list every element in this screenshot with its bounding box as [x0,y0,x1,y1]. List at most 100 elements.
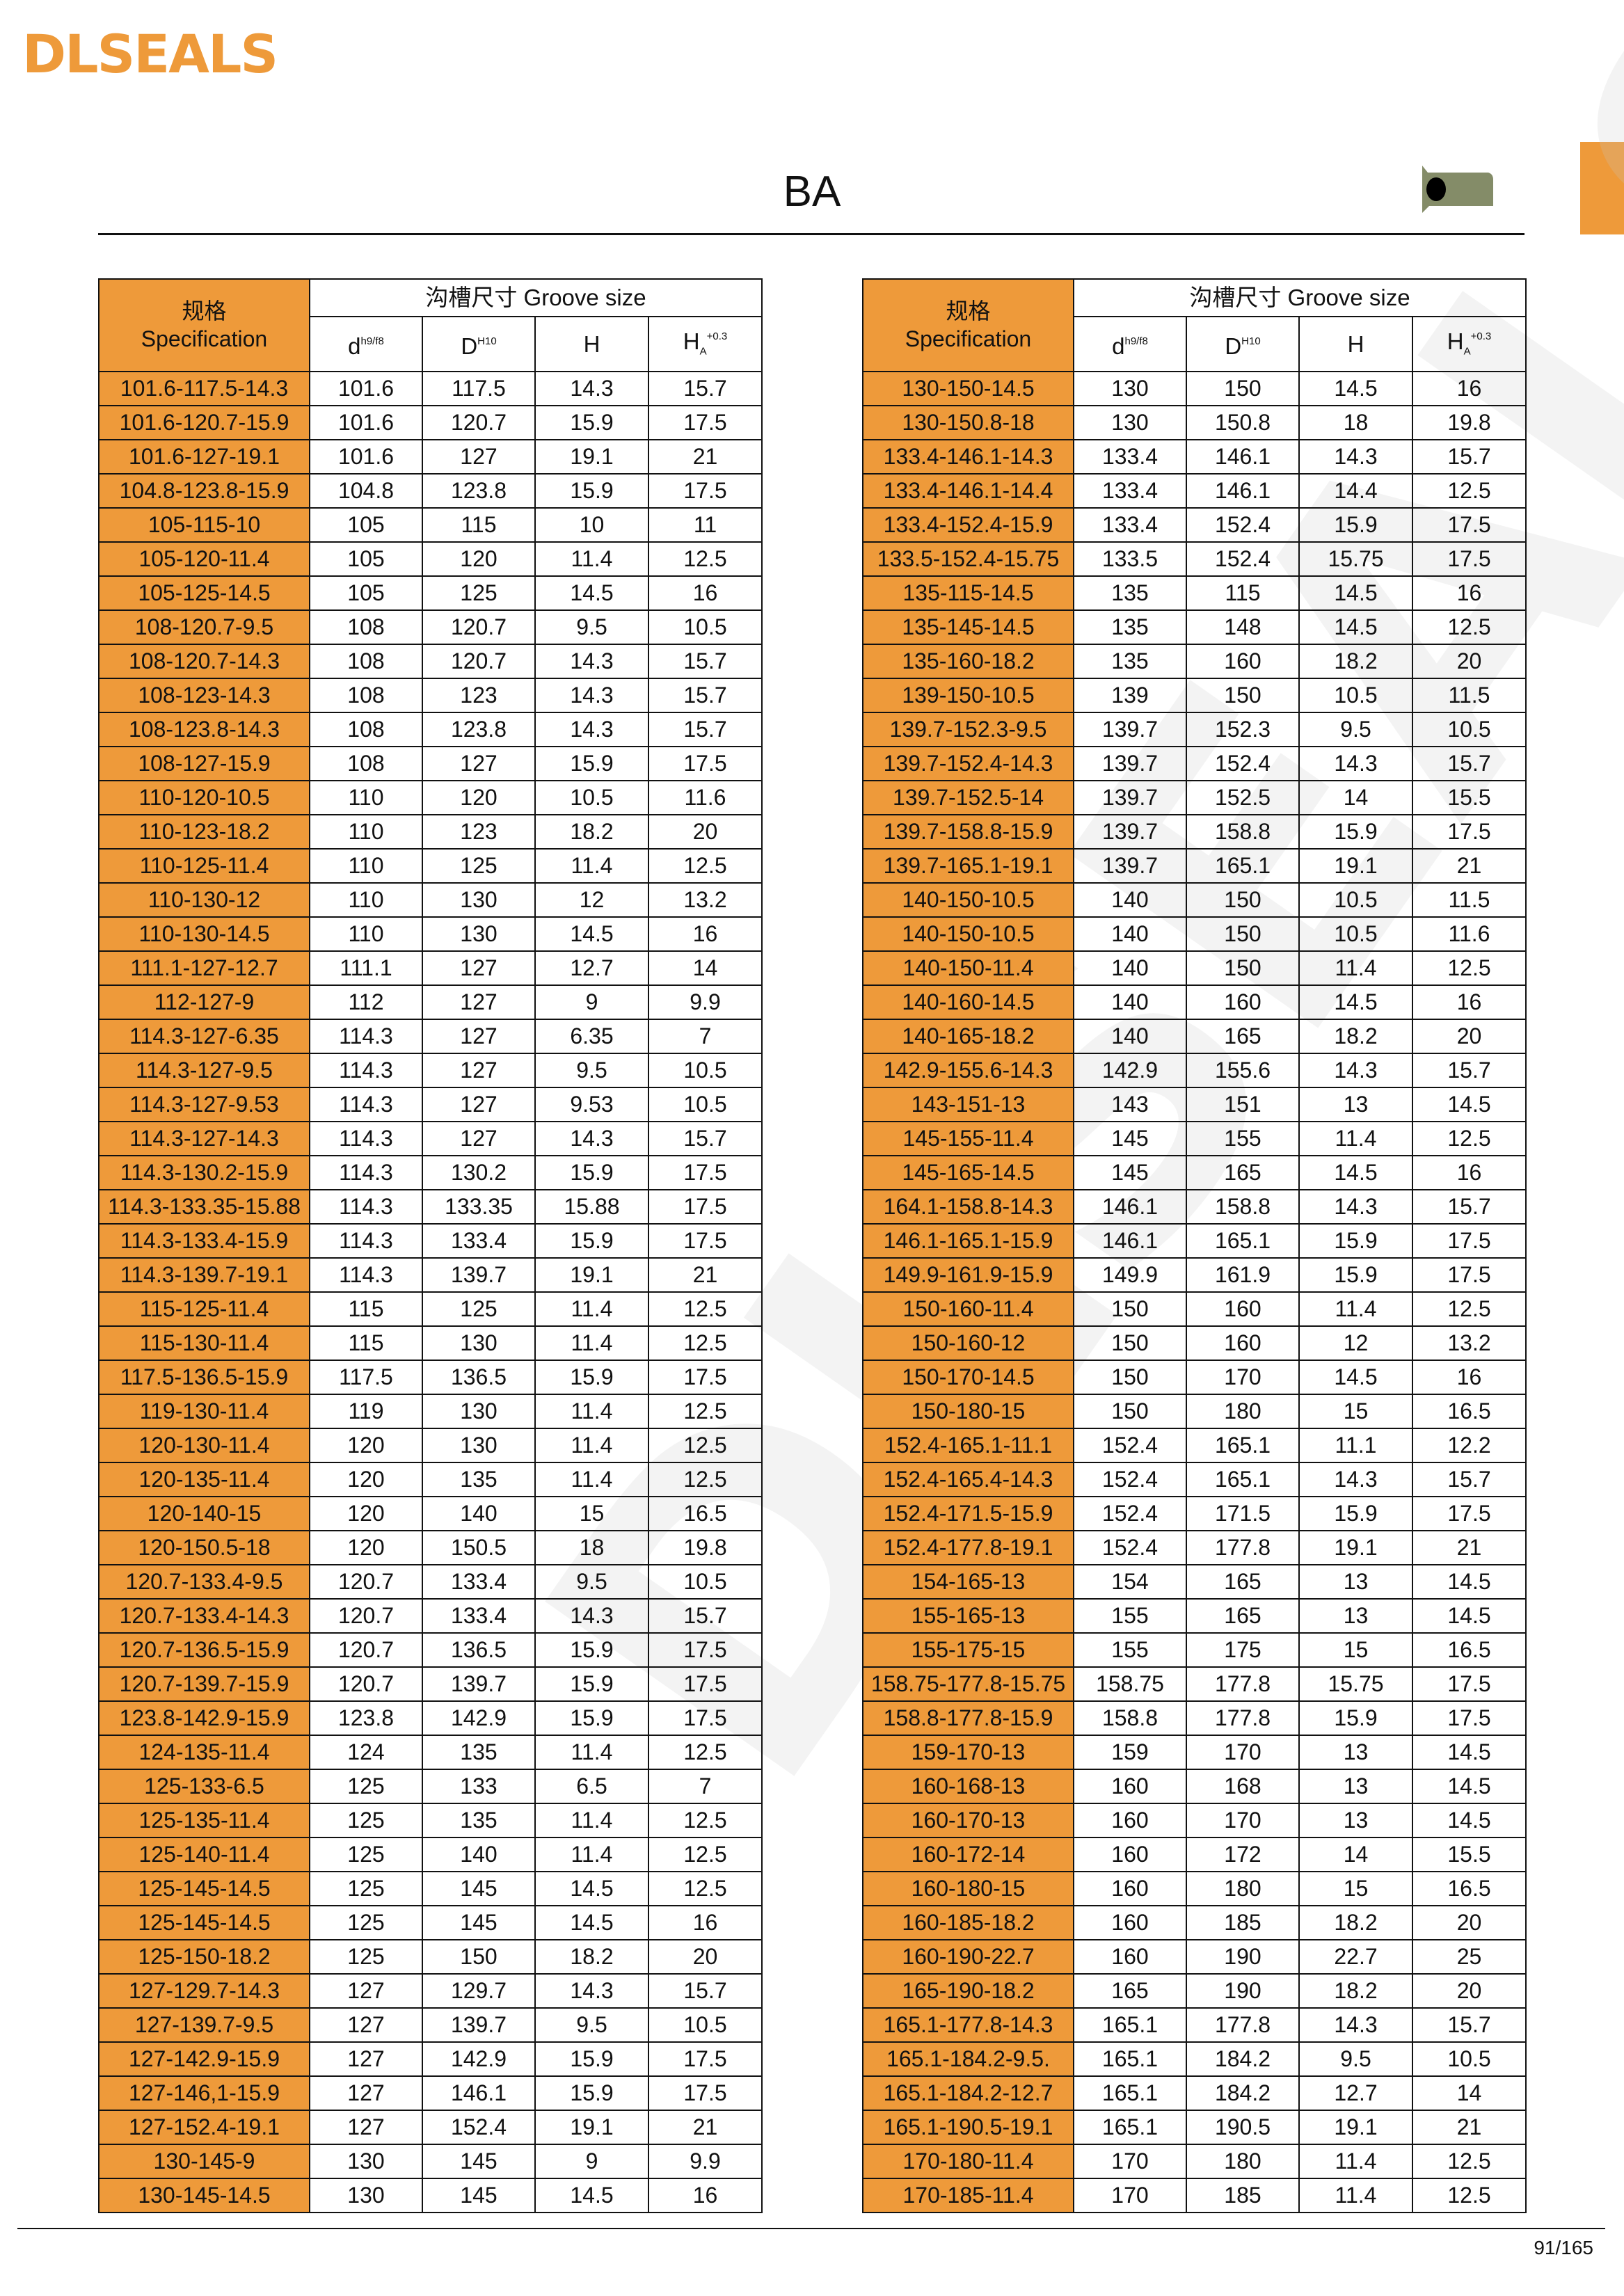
table-row: 139-150-10.5 139 150 10.5 11.5 [862,677,1527,713]
table-row: 139.7-152.5-14 139.7 152.5 14 15.5 [862,779,1527,815]
col-d: dh9/f8 [1073,316,1187,372]
cell-HA: 15.7 [648,1597,763,1634]
cell-H: 19.1 [1298,2109,1413,2145]
cell-H: 18.2 [534,1938,649,1975]
cell-HA: 15.7 [648,643,763,679]
table-row: 105-115-10 105 115 10 11 [98,507,763,543]
cell-H: 12 [534,882,649,918]
cell-HA: 14.5 [1412,1597,1527,1634]
cell-H: 11.4 [1298,950,1413,986]
cell-d: 135 [1073,609,1187,645]
cell-HA: 17.5 [1412,813,1527,850]
page-number: 91/165 [1534,2237,1593,2258]
cell-D: 158.8 [1186,813,1300,850]
cell-spec: 110-123-18.2 [98,813,310,850]
cell-H: 19.1 [534,438,649,475]
cell-H: 14.3 [534,370,649,406]
table-row: 130-150.8-18 130 150.8 18 19.8 [862,404,1527,440]
cell-spec: 127-139.7-9.5 [98,2007,310,2043]
cell-spec: 160-172-14 [862,1836,1074,1872]
cell-spec: 160-168-13 [862,1768,1074,1804]
table-row: 110-130-14.5 110 130 14.5 16 [98,916,763,952]
cell-d: 115 [309,1291,423,1327]
cell-spec: 125-145-14.5 [98,1904,310,1940]
cell-spec: 170-180-11.4 [862,2143,1074,2179]
cell-d: 133.5 [1073,541,1187,577]
cell-HA: 12.5 [648,1870,763,1906]
cell-H: 15.9 [534,745,649,781]
cell-spec: 149.9-161.9-15.9 [862,1257,1074,1293]
cell-spec: 119-130-11.4 [98,1393,310,1429]
cell-spec: 127-146,1-15.9 [98,2075,310,2111]
cell-H: 15.9 [534,1632,649,1668]
cell-D: 130 [422,882,536,918]
table-row: 145-155-11.4 145 155 11.4 12.5 [862,1120,1527,1156]
cell-HA: 15.7 [648,1972,763,2009]
cell-D: 180 [1186,1393,1300,1429]
cell-HA: 17.5 [648,1154,763,1190]
cell-spec: 114.3-130.2-15.9 [98,1154,310,1190]
cell-H: 15.9 [534,1359,649,1395]
cell-HA: 16 [1412,370,1527,406]
cell-D: 165 [1186,1597,1300,1634]
cell-HA: 16 [1412,1359,1527,1395]
cell-D: 139.7 [422,2007,536,2043]
cell-HA: 15.7 [1412,1052,1527,1088]
cell-spec: 160-170-13 [862,1802,1074,1838]
cell-spec: 140-165-18.2 [862,1018,1074,1054]
cell-d: 110 [309,847,423,884]
cell-d: 130 [309,2177,423,2213]
cell-H: 14.5 [1298,1154,1413,1190]
cell-HA: 20 [1412,1904,1527,1940]
cell-HA: 17.5 [648,1222,763,1259]
cell-D: 127 [422,1052,536,1088]
cell-HA: 12.5 [1412,950,1527,986]
table-row: 120-140-15 120 140 15 16.5 [98,1495,763,1531]
cell-H: 11.4 [534,1836,649,1872]
cell-d: 170 [1073,2143,1187,2179]
cell-HA: 10.5 [648,1563,763,1600]
col-HA: HA+0.3 [648,316,763,372]
table-row: 152.4-165.4-14.3 152.4 165.1 14.3 15.7 [862,1461,1527,1497]
cell-spec: 130-145-14.5 [98,2177,310,2213]
cell-HA: 14.5 [1412,1768,1527,1804]
cell-spec: 120-150.5-18 [98,1529,310,1565]
cell-d: 135 [1073,643,1187,679]
table-row: 105-120-11.4 105 120 11.4 12.5 [98,541,763,577]
cell-d: 149.9 [1073,1257,1187,1293]
cell-d: 160 [1073,1870,1187,1906]
cell-HA: 17.5 [648,404,763,440]
cell-D: 140 [422,1495,536,1531]
table-row: 127-142.9-15.9 127 142.9 15.9 17.5 [98,2041,763,2077]
table-row: 165.1-190.5-19.1 165.1 190.5 19.1 21 [862,2109,1527,2145]
cell-spec: 127-142.9-15.9 [98,2041,310,2077]
cell-spec: 133.4-146.1-14.4 [862,472,1074,509]
cell-HA: 17.5 [648,745,763,781]
col-HA: HA+0.3 [1412,316,1527,372]
cell-HA: 16.5 [1412,1632,1527,1668]
cell-HA: 17.5 [1412,1700,1527,1736]
cell-spec: 139.7-165.1-19.1 [862,847,1074,884]
cell-HA: 17.5 [1412,1495,1527,1531]
cell-spec: 140-150-10.5 [862,916,1074,952]
cell-HA: 12.5 [648,1325,763,1361]
cell-HA: 12.5 [1412,472,1527,509]
cell-D: 170 [1186,1359,1300,1395]
cell-d: 120 [309,1461,423,1497]
cell-D: 145 [422,1870,536,1906]
cell-HA: 14 [648,950,763,986]
cell-spec: 127-152.4-19.1 [98,2109,310,2145]
cell-H: 14.5 [1298,609,1413,645]
cell-d: 112 [309,984,423,1020]
cell-d: 111.1 [309,950,423,986]
cell-d: 139.7 [1073,847,1187,884]
cell-H: 18.2 [1298,1972,1413,2009]
cell-HA: 16 [1412,575,1527,611]
table-row: 142.9-155.6-14.3 142.9 155.6 14.3 15.7 [862,1052,1527,1088]
cell-HA: 17.5 [648,1359,763,1395]
cell-D: 123.8 [422,711,536,747]
cell-HA: 14.5 [1412,1734,1527,1770]
cell-HA: 9.9 [648,984,763,1020]
cell-HA: 17.5 [1412,1257,1527,1293]
cell-D: 155.6 [1186,1052,1300,1088]
